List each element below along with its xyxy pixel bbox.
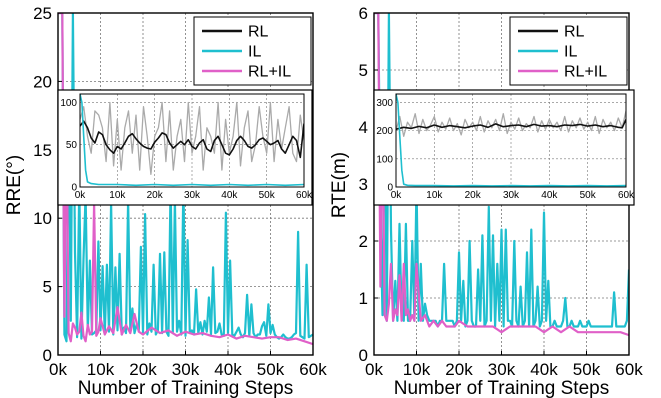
rte-inset-y-tick-label: 300 [376,98,393,109]
rte-y-tick-label: 3 [359,175,368,194]
rte-x-tick-label: 20k [445,360,473,379]
rte-inset-x-tick-label: 20k [465,190,482,201]
rre-inset-x-tick-label: 20k [147,190,164,201]
rte-x-tick-label: 50k [573,360,601,379]
rte-inset-x-tick-label: 50k [580,190,597,201]
rre-y-tick-label: 25 [33,4,52,23]
rte-inset-x-tick-label: 40k [541,190,558,201]
rre-inset-x-tick-label: 40k [221,190,238,201]
rre-x-tick-label: 20k [129,360,157,379]
rte-legend-label: RL [564,24,585,41]
rte-y-tick-label: 6 [359,4,368,23]
rte-y-axis-label: RTE(m) [329,152,350,218]
rre-x-tick-label: 50k [257,360,285,379]
rre-inset-x-tick-label: 30k [184,190,201,201]
rre-inset-y-tick-label: 50 [66,140,78,151]
rre-x-tick-label: 40k [214,360,242,379]
rte-inset-x-tick-label: 60k [618,190,635,201]
rte-y-tick-label: 2 [359,232,368,251]
rte-y-tick-label: 5 [359,61,368,80]
rre-x-tick-label: 60k [299,360,327,379]
rte-inset-box [374,90,634,205]
rte-inset-y-tick-label: 0 [387,183,393,194]
rte-x-tick-label: 30k [488,360,516,379]
rre-legend-label: IL [248,44,261,61]
rre-inset-y-tick-label: 0 [71,183,77,194]
rte-x-axis-label: Number of Training Steps [394,378,609,398]
rre-x-tick-label: 30k [172,360,200,379]
rre-y-tick-label: 0 [43,346,52,365]
rte-inset-x-tick-label: 10k [426,190,443,201]
rre-inset-y-tick-label: 100 [60,98,77,109]
rre-y-tick-label: 10 [33,209,52,228]
rte-legend-label: IL [564,44,577,61]
rre-y-tick-label: 20 [33,72,52,91]
rre-y-axis-label: RRE(°) [4,155,25,215]
rte-y-tick-label: 0 [359,346,368,365]
rre-legend-label: RL+IL [248,64,291,81]
rre-y-tick-label: 5 [43,278,52,297]
rte-inset-x-tick-label: 30k [503,190,520,201]
rre-y-tick-label: 15 [33,141,52,160]
rre-x-tick-label: 10k [87,360,115,379]
rte-y-tick-label: 1 [359,289,368,308]
rte-x-tick-label: 60k [615,360,643,379]
rte-inset-y-tick-label: 100 [376,154,393,165]
rre-x-axis-label: Number of Training Steps [78,378,293,398]
rte-inset-y-tick-label: 200 [376,126,393,137]
rre-inset-x-tick-label: 50k [259,190,276,201]
rte-x-tick-label: 10k [403,360,431,379]
rre-legend-label: RL [248,24,269,41]
rte-y-tick-label: 4 [359,118,368,137]
rte-x-tick-label: 40k [530,360,558,379]
rre-inset-x-tick-label: 10k [109,190,126,201]
rte-legend-label: RL+IL [564,64,607,81]
rre-inset-x-tick-label: 60k [296,190,313,201]
